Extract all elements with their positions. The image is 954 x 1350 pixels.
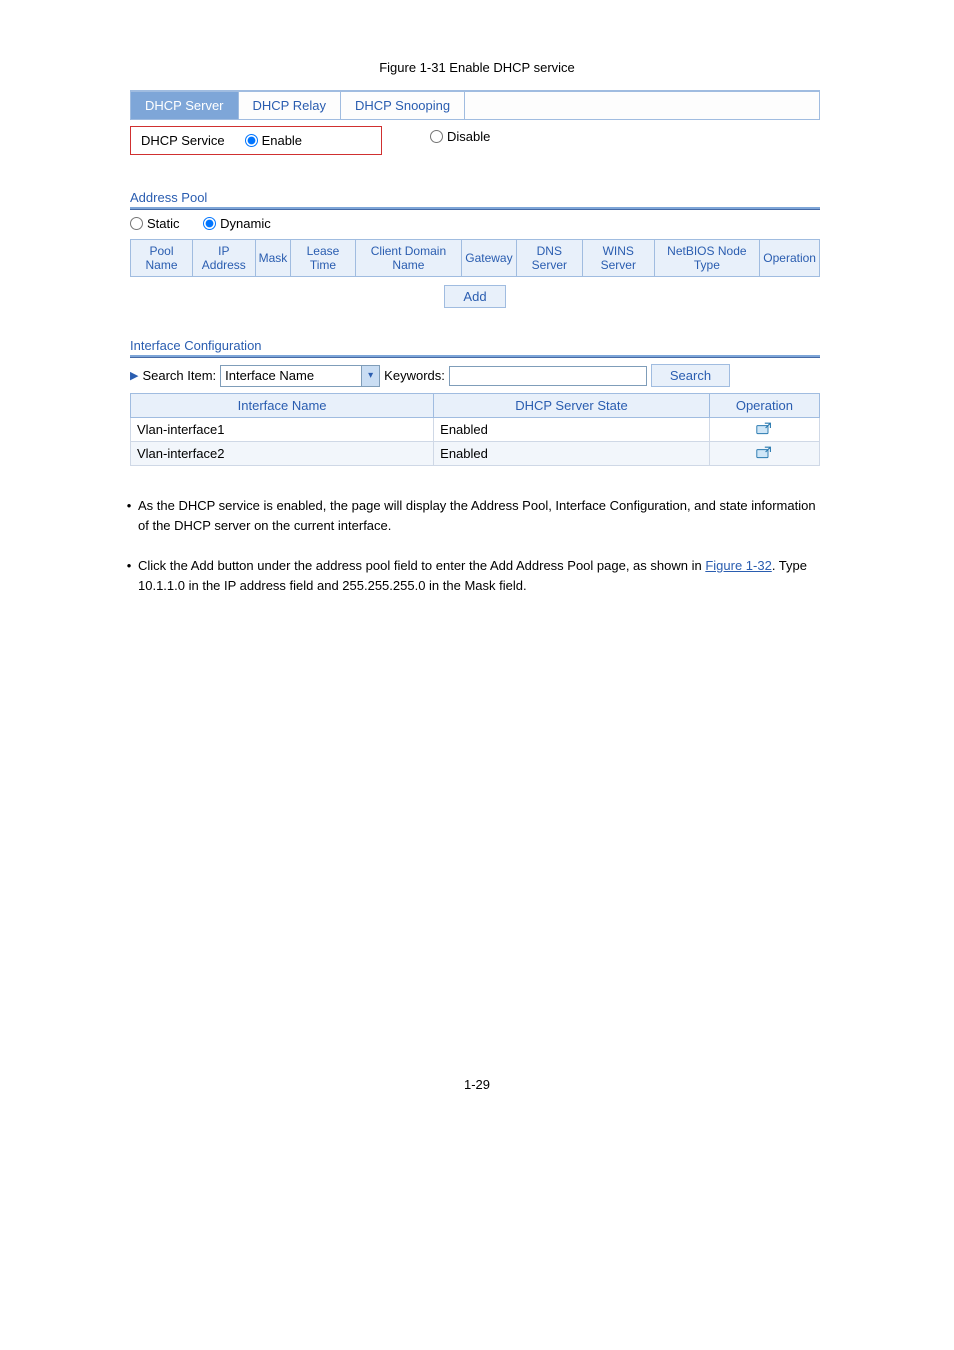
tab-dhcp-relay[interactable]: DHCP Relay [239, 92, 341, 119]
edit-icon[interactable] [756, 421, 772, 435]
radio-disable[interactable]: Disable [430, 129, 490, 144]
arrow-right-icon: ▶ [130, 369, 138, 382]
bullet-text-2: Click the Add button under the address p… [138, 556, 830, 596]
radio-dynamic-label: Dynamic [220, 216, 271, 231]
col-iface-name: Interface Name [131, 394, 434, 418]
tab-dhcp-snooping[interactable]: DHCP Snooping [341, 92, 465, 119]
search-item-value: Interface Name [225, 368, 314, 383]
col-netbios: NetBIOS Node Type [654, 240, 760, 277]
interface-table: Interface Name DHCP Server State Operati… [130, 393, 820, 466]
col-lease: Lease Time [291, 240, 355, 277]
chevron-down-icon: ▾ [361, 366, 379, 386]
pool-type-row: Static Dynamic [130, 216, 820, 233]
radio-dynamic[interactable]: Dynamic [203, 216, 271, 231]
col-dns: DNS Server [516, 240, 582, 277]
col-operation: Operation [760, 240, 820, 277]
col-client-domain: Client Domain Name [355, 240, 462, 277]
radio-enable[interactable]: Enable [245, 133, 302, 148]
col-pool-name: Pool Name [131, 240, 193, 277]
cell-iface-name: Vlan-interface1 [131, 418, 434, 442]
radio-static-label: Static [147, 216, 180, 231]
keywords-label: Keywords: [384, 368, 445, 383]
radio-static-input[interactable] [130, 217, 143, 230]
figure-caption: Figure 1-31 Enable DHCP service [0, 60, 954, 75]
table-row: Vlan-interface2 Enabled [131, 442, 820, 466]
bullet-icon: • [120, 496, 138, 536]
tab-bar: DHCP Server DHCP Relay DHCP Snooping [130, 90, 820, 120]
radio-static[interactable]: Static [130, 216, 180, 231]
figure-link[interactable]: Figure 1-32 [705, 558, 771, 573]
col-wins: WINS Server [583, 240, 654, 277]
edit-icon[interactable] [756, 445, 772, 459]
dhcp-panel: DHCP Server DHCP Relay DHCP Snooping DHC… [130, 90, 820, 466]
keywords-input[interactable] [449, 366, 647, 386]
address-pool-title: Address Pool [130, 190, 820, 205]
address-pool-table: Pool Name IP Address Mask Lease Time Cli… [130, 239, 820, 277]
search-button[interactable]: Search [651, 364, 730, 387]
radio-enable-input[interactable] [245, 134, 258, 147]
search-row: ▶ Search Item: Interface Name ▾ Keywords… [130, 364, 820, 387]
dhcp-service-row: DHCP Service Enable [130, 126, 382, 155]
search-item-select[interactable]: Interface Name ▾ [220, 365, 380, 387]
search-item-label: Search Item: [142, 368, 216, 383]
divider [130, 207, 820, 210]
dhcp-service-label: DHCP Service [141, 133, 225, 148]
tab-dhcp-server[interactable]: DHCP Server [131, 92, 239, 119]
document-text: • As the DHCP service is enabled, the pa… [120, 496, 830, 597]
radio-enable-label: Enable [262, 133, 302, 148]
table-row: Vlan-interface1 Enabled [131, 418, 820, 442]
iface-config-title: Interface Configuration [130, 338, 820, 353]
add-button[interactable]: Add [444, 285, 505, 308]
col-gateway: Gateway [462, 240, 516, 277]
bullet-text-1: As the DHCP service is enabled, the page… [138, 496, 830, 536]
cell-iface-state: Enabled [434, 442, 710, 466]
bullet-icon: • [120, 556, 138, 596]
page-number: 1-29 [0, 1077, 954, 1092]
col-iface-op: Operation [709, 394, 819, 418]
radio-dynamic-input[interactable] [203, 217, 216, 230]
col-mask: Mask [255, 240, 291, 277]
cell-iface-name: Vlan-interface2 [131, 442, 434, 466]
col-ip-address: IP Address [193, 240, 256, 277]
col-dhcp-state: DHCP Server State [434, 394, 710, 418]
radio-disable-label: Disable [447, 129, 490, 144]
cell-iface-state: Enabled [434, 418, 710, 442]
radio-disable-input[interactable] [430, 130, 443, 143]
divider [130, 355, 820, 358]
